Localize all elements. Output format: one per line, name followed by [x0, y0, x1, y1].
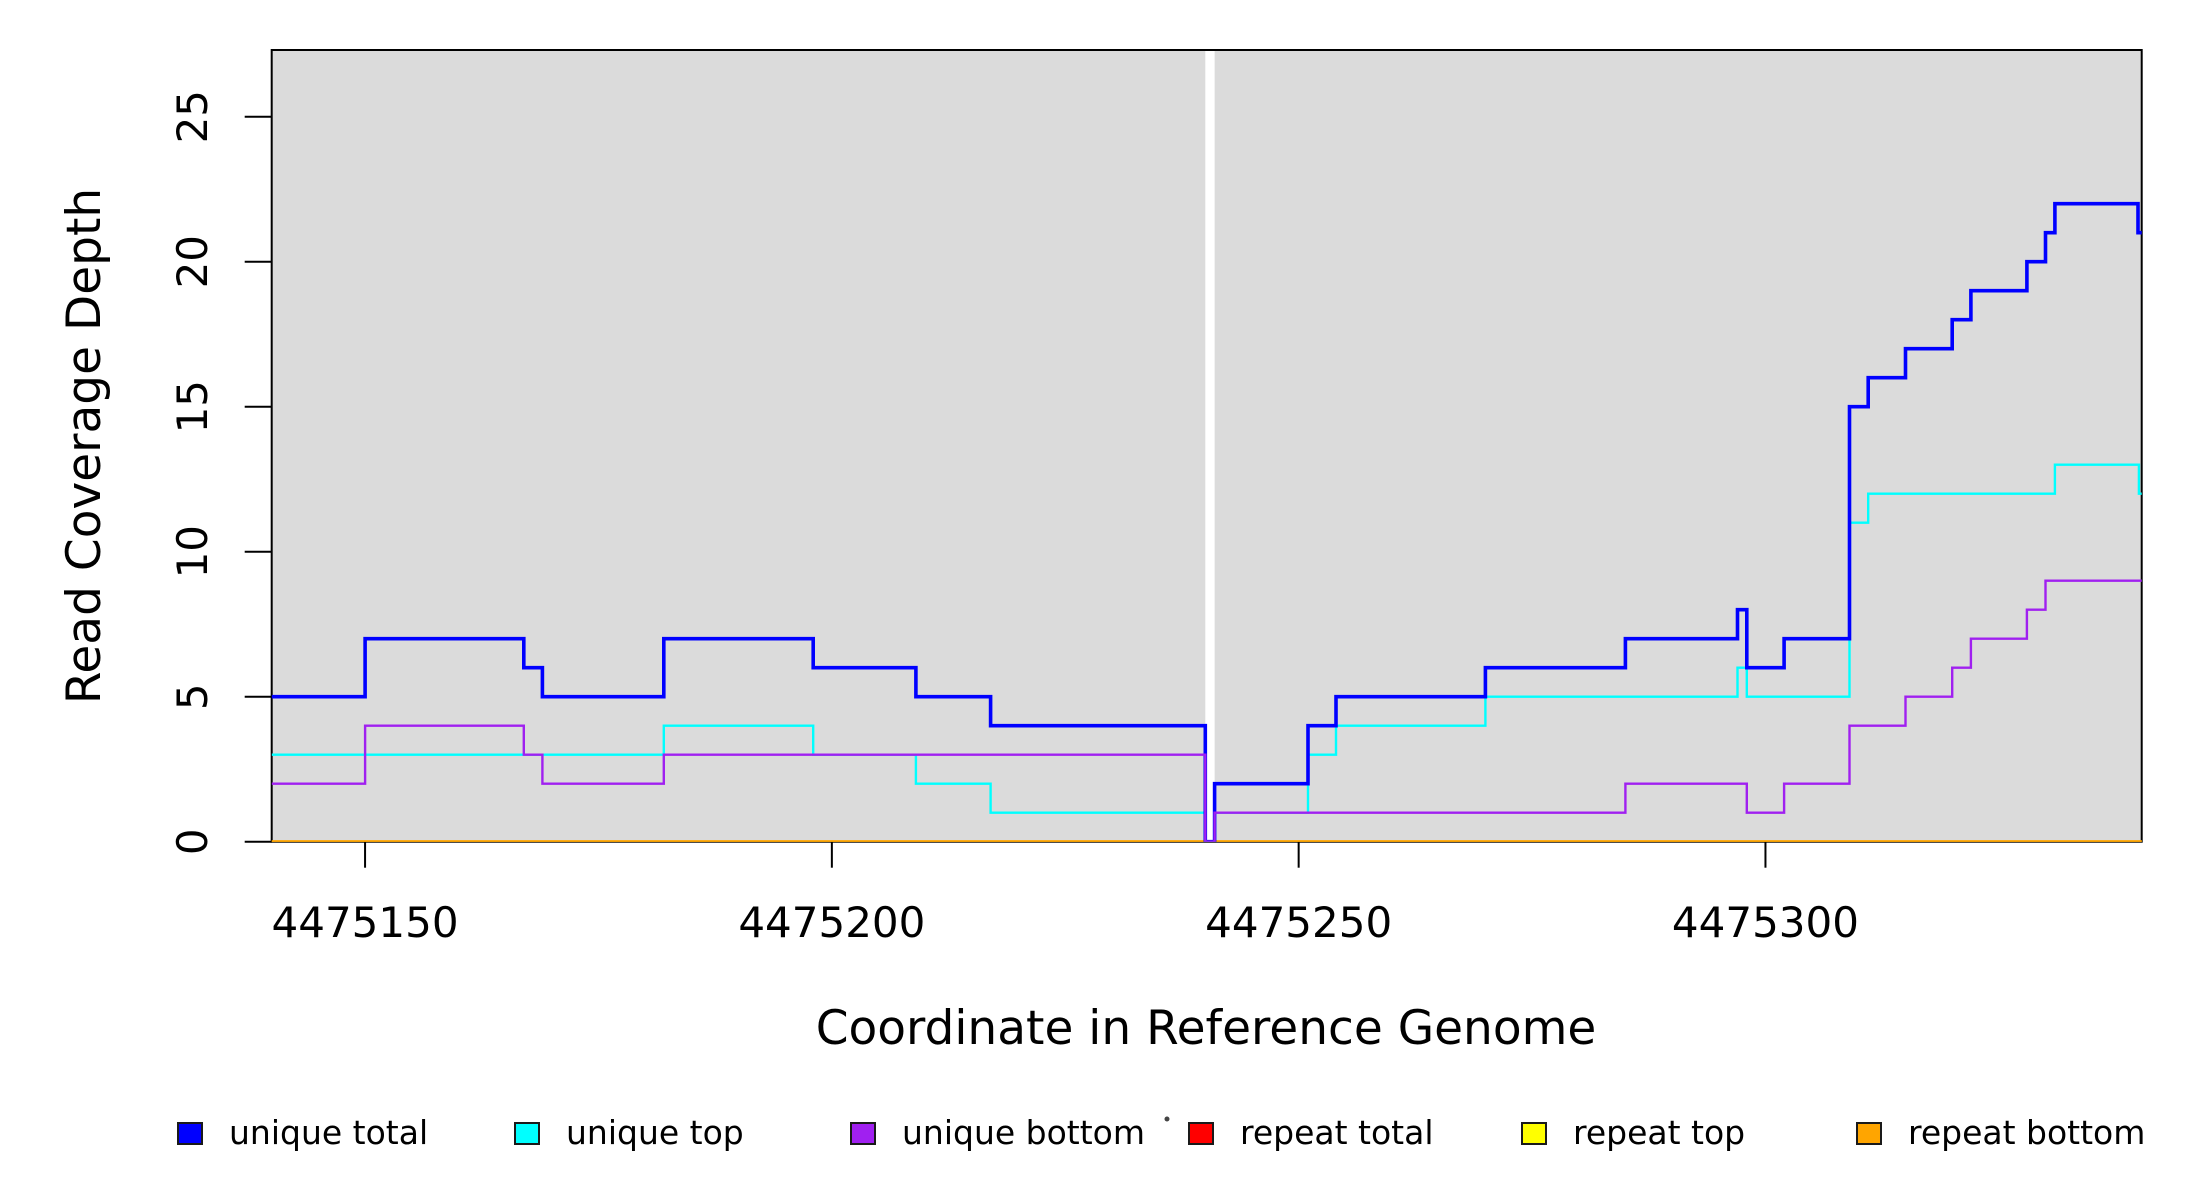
legend-item-unique-bottom: unique bottom — [850, 1113, 1145, 1152]
x-axis-tick-label: 4475250 — [1205, 898, 1392, 947]
x-axis-tick-label: 4475200 — [738, 898, 925, 947]
legend-swatch-repeat-bottom — [1856, 1122, 1882, 1145]
legend-label: repeat total — [1240, 1113, 1434, 1152]
series-unique-bottom — [271, 579, 2142, 842]
legend-swatch-repeat-total — [1188, 1122, 1214, 1145]
legend-item-unique-top: unique top — [514, 1113, 744, 1152]
legend-item-repeat-total: repeat total — [1188, 1113, 1434, 1152]
y-axis-tick-label: 15 — [168, 380, 217, 433]
y-axis-tick-label: 0 — [168, 828, 217, 855]
x-axis-tick-label: 4475300 — [1672, 898, 1859, 947]
legend-label: repeat bottom — [1908, 1113, 2145, 1152]
legend-item-unique-total: unique total — [177, 1113, 428, 1152]
y-axis-tick-label: 5 — [168, 683, 217, 710]
y-axis-tick-label: 25 — [168, 90, 217, 143]
legend-swatch-repeat-top — [1521, 1122, 1547, 1145]
y-axis-tick-label: 20 — [168, 235, 217, 288]
stray-dot-artifact — [1164, 1116, 1170, 1122]
legend-label: unique total — [229, 1113, 428, 1152]
legend-item-repeat-top: repeat top — [1521, 1113, 1745, 1152]
legend-swatch-unique-total — [177, 1122, 203, 1145]
legend-label: repeat top — [1573, 1113, 1745, 1152]
x-axis-title: Coordinate in Reference Genome — [816, 1001, 1597, 1056]
legend-item-repeat-bottom: repeat bottom — [1856, 1113, 2145, 1152]
y-axis-tick-label: 10 — [168, 525, 217, 578]
legend-label: unique top — [566, 1113, 744, 1152]
series-unique-top — [271, 463, 2142, 842]
legend-swatch-unique-bottom — [850, 1122, 876, 1145]
series-unique-total — [271, 201, 2142, 842]
legend-swatch-unique-top — [514, 1122, 540, 1145]
y-axis-title: Read Coverage Depth — [57, 188, 112, 704]
x-axis-tick-label: 4475150 — [272, 898, 459, 947]
legend-label: unique bottom — [902, 1113, 1145, 1152]
coverage-gap-stripe — [1205, 50, 1215, 842]
